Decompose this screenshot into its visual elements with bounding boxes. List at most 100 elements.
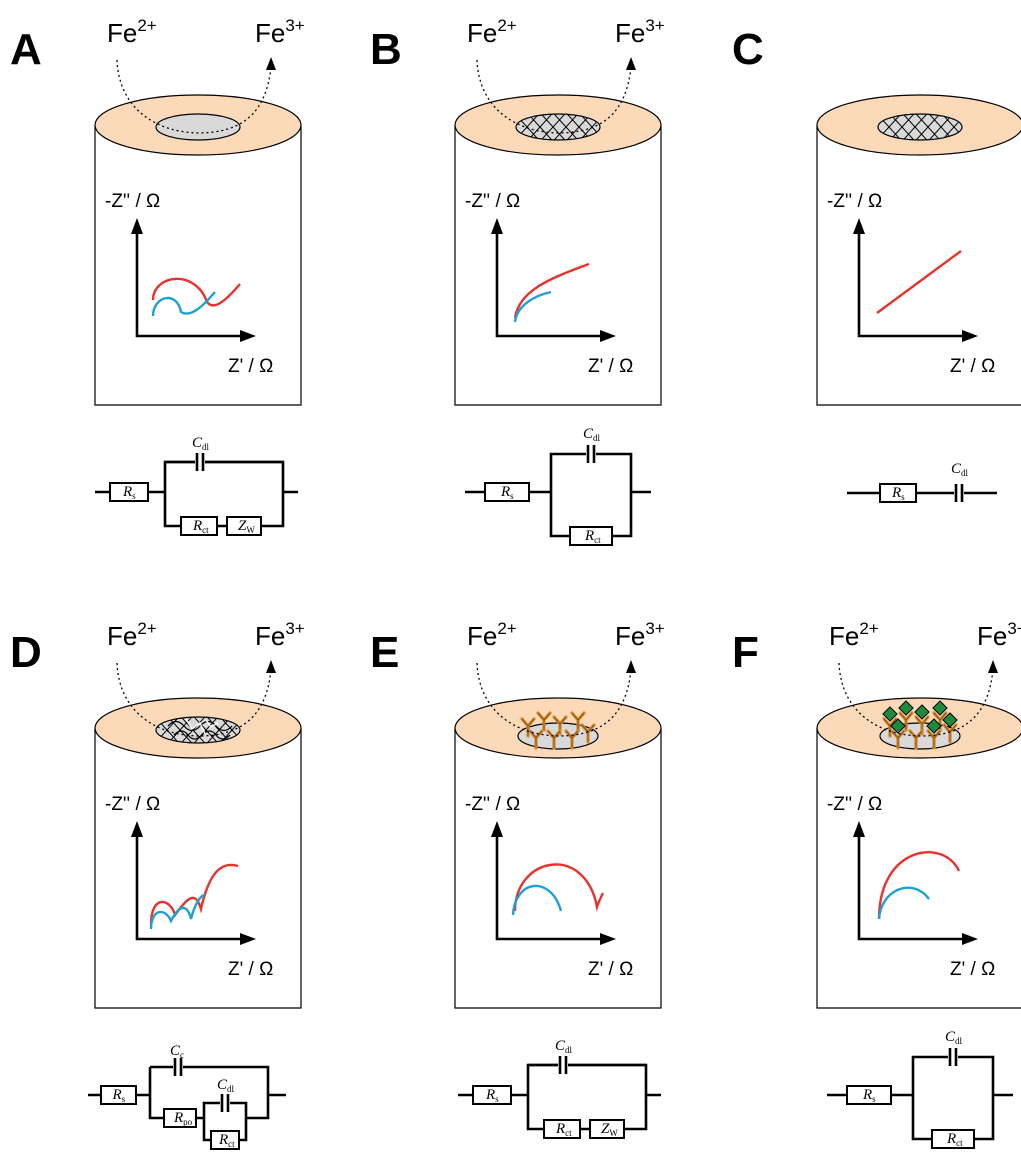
x-axis-label: Z' / Ω: [228, 356, 273, 377]
arrowhead-icon: [988, 660, 998, 673]
resistor-rs: [100, 1085, 137, 1105]
x-axis-arrow-icon: [600, 933, 616, 945]
x-axis-arrow-icon: [962, 933, 978, 945]
capacitor-cdl: [220, 1094, 230, 1112]
y-axis-label: -Z'' / Ω: [105, 794, 160, 815]
x-axis-label: Z' / Ω: [588, 356, 633, 377]
red-curve: [876, 250, 962, 314]
x-axis-arrow-icon: [962, 330, 978, 342]
redox-arrow: [116, 59, 272, 134]
resistor-rs-label: Rs: [891, 485, 905, 502]
y-axis-arrow-icon: [853, 821, 865, 837]
resistor-rs: [472, 1085, 512, 1105]
resistor-rct: [543, 1119, 581, 1139]
antibody-icon: [926, 718, 942, 750]
antibody-icon: [914, 704, 930, 736]
x-axis-label: Z' / Ω: [588, 959, 633, 980]
x-axis-arrow-icon: [600, 330, 616, 342]
panel-d: D Fe2+ Fe3+ -Z'' / Ω Z' / Ω Rs Cc Rpo Cdl Rct: [10, 619, 305, 1150]
redox-arrow: [838, 662, 994, 737]
capacitor-cdl-label: Cdl: [583, 426, 601, 443]
ion-fe3: Fe3+: [615, 16, 665, 48]
arrowhead-icon: [626, 57, 636, 70]
resistor-rs: [879, 483, 917, 503]
panel-label: F: [732, 628, 759, 677]
panel-f: F Fe2+ Fe3+ -Z'' / Ω Z' / Ω Rs Cdl Rct: [732, 619, 1021, 1149]
redox-arrow: [116, 662, 272, 737]
red-curve: [513, 262, 590, 319]
capacitor-cc: [173, 1058, 183, 1076]
capacitor-cdl: [948, 1048, 958, 1066]
ion-fe3: Fe3+: [255, 16, 305, 48]
red-curve: [877, 851, 961, 920]
warburg-zw-label: ZW: [238, 518, 255, 535]
equivalent-circuit: Rs Cc Rpo Cdl Rct: [88, 1043, 286, 1150]
y-axis-arrow-icon: [131, 821, 143, 837]
antigen-icon: [932, 700, 948, 716]
ion-fe2: Fe2+: [829, 619, 879, 651]
redox-arrow: [476, 662, 632, 737]
red-curve: [151, 277, 241, 307]
equivalent-circuit: Rs Cdl Rct ZW: [95, 435, 298, 536]
electrode-surface-bare: [155, 113, 241, 141]
capacitor-cdl-label: Cdl: [951, 461, 969, 478]
y-axis-label: -Z'' / Ω: [105, 191, 160, 212]
ion-fe3: Fe3+: [615, 619, 665, 651]
resistor-rs: [109, 482, 149, 502]
y-axis-label: -Z'' / Ω: [465, 794, 520, 815]
panel-label: A: [10, 25, 42, 74]
panel-label: E: [370, 628, 399, 677]
antibody-icon: [520, 717, 536, 738]
electrode-surface-mesh: [515, 113, 601, 141]
antigen-icon: [882, 706, 898, 722]
panel-label: D: [10, 628, 42, 677]
y-axis-arrow-icon: [853, 218, 865, 234]
nyquist-plot: -Z'' / Ω Z' / Ω: [827, 191, 995, 377]
antibody-icon: [546, 729, 562, 750]
capacitor-cdl-label: Cdl: [192, 435, 210, 452]
antigen-icon: [890, 718, 906, 734]
warburg-zw: [589, 1119, 625, 1139]
panel-a: A Fe2+ Fe3+ -Z'' / Ω Z' / Ω Rs Cdl Rct ZW: [10, 16, 305, 536]
antibody-icon: [564, 729, 580, 750]
capacitor-cdl-label: Cdl: [217, 1077, 235, 1094]
resistor-rs-label: Rs: [122, 484, 136, 501]
resistor-rct: [180, 516, 218, 536]
panel-label: B: [370, 25, 402, 74]
resistor-rct-label: Rct: [218, 1132, 235, 1149]
resistor-rct-label: Rct: [192, 518, 209, 535]
resistor-rs-label: Rs: [112, 1087, 126, 1104]
arrowhead-icon: [266, 57, 276, 70]
x-axis-arrow-icon: [240, 933, 256, 945]
antibody-icon: [528, 729, 544, 750]
antibody-icon: [882, 706, 898, 738]
y-axis-label: -Z'' / Ω: [827, 794, 882, 815]
ion-fe2: Fe2+: [467, 619, 517, 651]
warburg-zw: [226, 516, 262, 536]
capacitor-cdl-label: Cdl: [555, 1038, 573, 1055]
capacitor-cdl: [586, 445, 596, 463]
arrowhead-icon: [626, 660, 636, 673]
panel-c: C -Z'' / Ω Z' / Ω Rs Cdl: [732, 25, 1021, 503]
blue-curve: [513, 290, 552, 323]
resistor-rs: [846, 1085, 892, 1105]
warburg-zw-label: ZW: [601, 1121, 618, 1138]
electrode-surface-mesh: [877, 113, 963, 141]
antibody-icon: [570, 711, 586, 732]
x-axis-arrow-icon: [240, 330, 256, 342]
ion-fe2: Fe2+: [467, 16, 517, 48]
nyquist-plot: -Z'' / Ω Z' / Ω: [105, 191, 273, 377]
resistor-rct-label: Rct: [555, 1121, 572, 1138]
capacitor-cdl-label: Cdl: [945, 1029, 963, 1046]
equivalent-circuit: Rs Cdl: [847, 461, 997, 503]
blue-curve: [877, 886, 930, 920]
antigen-icon: [914, 704, 930, 720]
nyquist-plot: -Z'' / Ω Z' / Ω: [465, 794, 633, 980]
blue-curve: [149, 893, 206, 930]
antigen-icon: [926, 718, 942, 734]
nyquist-plot: -Z'' / Ω Z' / Ω: [465, 191, 633, 377]
equivalent-circuit: Rs Cdl Rct: [827, 1029, 1013, 1149]
resistor-rct: [931, 1129, 975, 1149]
resistor-rs-label: Rs: [862, 1087, 876, 1104]
resistor-rct: [569, 526, 613, 546]
